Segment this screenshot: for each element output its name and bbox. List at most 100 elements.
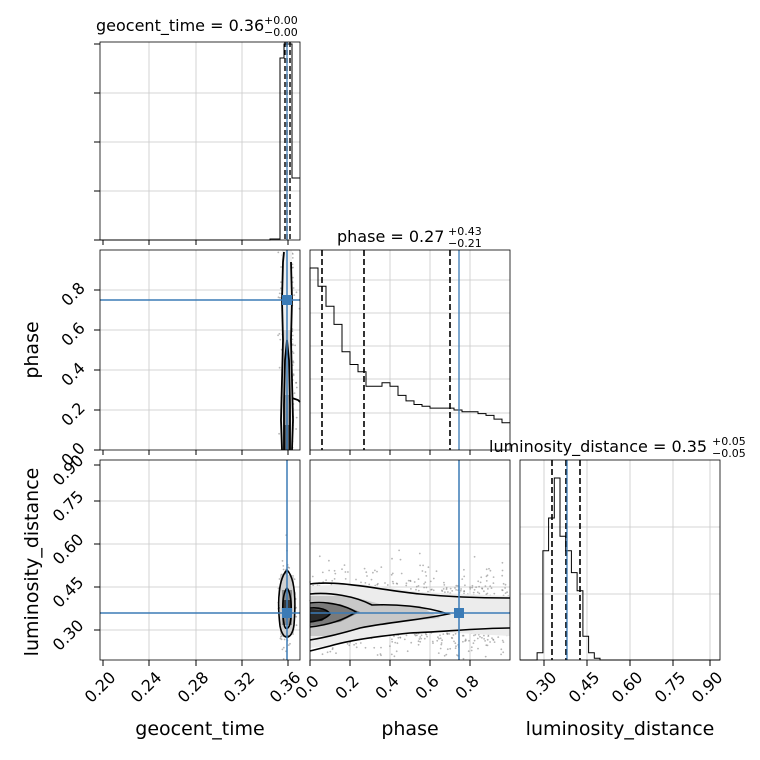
distance-hist-title: luminosity_distance = 0.35 +0.05 −0.05: [489, 435, 746, 460]
scatter-point: [389, 645, 391, 647]
hist-step-line: [309, 267, 510, 450]
scatter-point: [391, 580, 394, 583]
y-tick-label: 0.60: [49, 530, 88, 569]
distance-y-tick-labels: 0.30 0.45 0.60 0.75 0.90: [49, 451, 88, 655]
scatter-point: [463, 592, 465, 595]
scatter-point: [486, 638, 489, 641]
scatter-point: [501, 639, 504, 642]
scatter-point: [347, 571, 349, 573]
scatter-point: [397, 636, 400, 639]
scatter-point: [487, 588, 489, 590]
y-tick-label: 0.45: [49, 573, 88, 612]
truth-marker: [454, 608, 464, 618]
scatter-point: [478, 592, 481, 595]
x-tick-label: 0.6: [411, 671, 442, 702]
scatter-point: [365, 571, 368, 574]
scatter-point: [479, 581, 482, 584]
scatter-point: [484, 585, 487, 587]
y-tick-label: 0.8: [57, 278, 88, 309]
scatter-point: [441, 590, 444, 592]
scatter-point: [417, 643, 420, 646]
scatter-point: [454, 642, 457, 645]
scatter-point: [292, 361, 295, 364]
scatter-point: [326, 651, 329, 654]
scatter-point: [410, 641, 413, 644]
y-tick-label: 0.2: [57, 398, 88, 429]
scatter-point: [439, 634, 441, 637]
phase-distance-scatter-panel: 0.0 0.2 0.4 0.6 0.8 phase: [291, 459, 511, 740]
scatter-point: [489, 569, 492, 572]
scatter-point: [429, 580, 432, 583]
scatter-point: [423, 586, 425, 589]
scatter-point: [485, 568, 488, 571]
title-sub: −0.00: [264, 26, 298, 39]
scatter-point: [442, 633, 445, 635]
scatter-point: [501, 569, 504, 572]
x-tick-label: 0.28: [174, 668, 213, 707]
title-sub: −0.21: [448, 237, 482, 250]
scatter-point: [470, 646, 473, 649]
time-distance-grid: [100, 460, 300, 660]
scatter-point: [281, 560, 284, 562]
scatter-point: [295, 624, 298, 627]
scatter-point: [363, 567, 366, 570]
scatter-point: [474, 633, 477, 636]
scatter-point: [289, 642, 291, 645]
scatter-point: [479, 635, 481, 638]
scatter-point: [417, 585, 420, 587]
scatter-point: [439, 637, 442, 640]
scatter-point: [497, 636, 500, 638]
scatter-point: [291, 334, 294, 337]
x-tick-label: 0.20: [81, 668, 120, 707]
scatter-point: [311, 575, 314, 578]
scatter-point: [491, 637, 493, 639]
x-tick-label: 0.24: [127, 668, 166, 707]
scatter-point: [398, 549, 400, 552]
scatter-point: [355, 642, 357, 645]
scatter-point: [481, 636, 483, 639]
scatter-point: [483, 634, 485, 637]
scatter-point: [373, 646, 376, 649]
scatter-point: [443, 584, 446, 586]
scatter-point: [282, 565, 285, 567]
scatter-point: [295, 615, 298, 618]
scatter-point: [295, 386, 298, 389]
luminosity-distance-axis-label: luminosity_distance: [21, 468, 43, 657]
scatter-point: [380, 646, 382, 649]
scatter-point: [343, 564, 346, 566]
scatter-point: [278, 578, 281, 580]
scatter-point: [432, 577, 435, 580]
scatter-point: [329, 650, 332, 653]
scatter-point: [366, 575, 368, 577]
time-phase-grid: [100, 250, 300, 450]
scatter-point: [480, 576, 483, 579]
geocent-time-axis-label: geocent_time: [135, 718, 264, 740]
title-main: geocent_time = 0.36: [96, 16, 264, 36]
scatter-point: [423, 583, 425, 585]
scatter-point: [484, 655, 487, 658]
scatter-point: [477, 633, 480, 636]
title-sup: +0.43: [448, 225, 482, 238]
scatter-point: [492, 639, 495, 641]
scatter-point: [459, 589, 462, 592]
scatter-point: [278, 332, 281, 335]
scatter-point: [462, 640, 464, 643]
scatter-point: [425, 575, 428, 577]
time-x-tick-labels: 0.20 0.24 0.28 0.32 0.36: [81, 668, 305, 707]
scatter-point: [455, 645, 457, 648]
scatter-point: [391, 572, 394, 575]
title-sup: +0.00: [264, 14, 298, 27]
scatter-point: [471, 586, 473, 589]
contour-line-core: [309, 607, 331, 623]
x-tick-label: 0.8: [451, 671, 482, 702]
scatter-point: [420, 637, 423, 640]
scatter-point: [502, 582, 505, 585]
phase-hist-frame: [309, 249, 511, 451]
scatter-point: [280, 635, 283, 637]
scatter-point: [421, 570, 424, 572]
scatter-point: [484, 640, 486, 642]
scatter-point: [469, 588, 472, 590]
scatter-point: [395, 650, 398, 653]
scatter-point: [410, 588, 412, 590]
scatter-point: [295, 291, 298, 294]
